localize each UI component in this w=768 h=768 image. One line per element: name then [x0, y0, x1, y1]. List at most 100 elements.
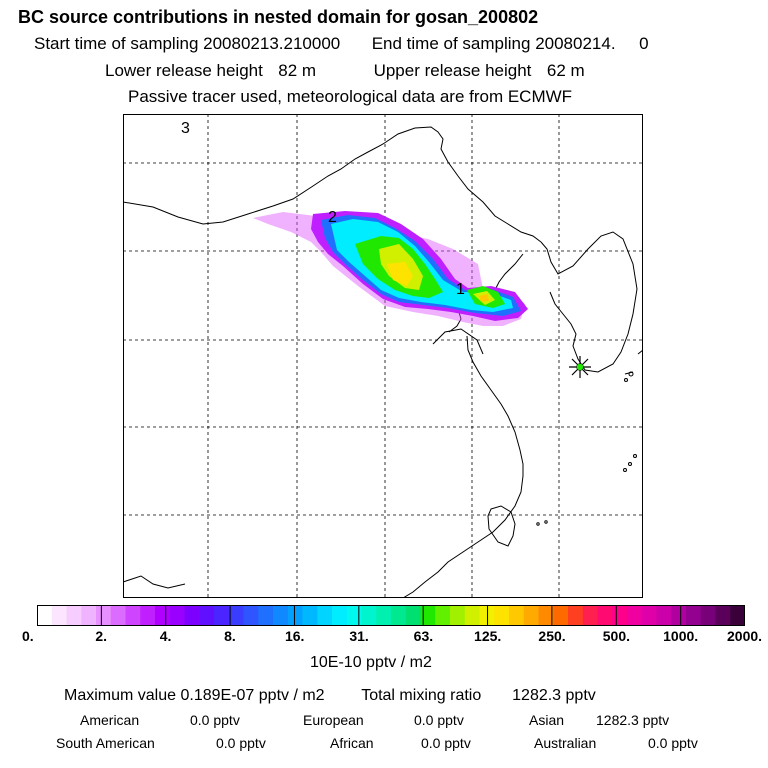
- colorbar-cell: [509, 605, 525, 626]
- colorbar-cell: [184, 605, 200, 626]
- total-mixing-label: Total mixing ratio: [361, 687, 482, 704]
- colorbar-tick-label: 2.: [95, 628, 108, 644]
- colorbar-tick-label: 500.: [602, 628, 631, 644]
- region-value-south-american: 0.0 pptv: [216, 735, 266, 751]
- colorbar-cell: [494, 605, 510, 626]
- bc-concentration-plume: [253, 211, 528, 326]
- region-value-australian: 0.0 pptv: [648, 735, 698, 751]
- region-value-asian: 1282.3 pptv: [596, 712, 670, 728]
- colorbar-tick-label: 63.: [413, 628, 434, 644]
- colorbar-cell: [686, 605, 702, 626]
- colorbar-cell: [51, 605, 67, 626]
- colorbar-units: 10E-10 pptv / m2: [310, 654, 432, 671]
- colorbar-cell: [656, 605, 672, 626]
- start-time-value: 20080213.210000: [203, 34, 341, 53]
- colorbar-tick-label: 1000.: [663, 628, 699, 644]
- max-value-label: Maximum value: [64, 687, 177, 704]
- colorbar-cell: [700, 605, 716, 626]
- colorbar-tick-label: 4.: [159, 628, 172, 644]
- colorbar-cell: [730, 605, 745, 626]
- map-frame: [123, 114, 643, 598]
- colorbar-cell: [302, 605, 318, 626]
- colorbar-tick-label: 8.: [224, 628, 236, 644]
- map-label-1: 1: [456, 281, 465, 298]
- colorbar-cell: [627, 605, 643, 626]
- total-mixing-value: 1282.3 pptv: [512, 687, 596, 704]
- colorbar-cell: [273, 605, 289, 626]
- colorbar-cell: [376, 605, 392, 626]
- colorbar-cell: [568, 605, 584, 626]
- colorbar-cell: [420, 605, 436, 626]
- region-value-american: 0.0 pptv: [190, 712, 240, 728]
- end-time-label: End time of sampling: [371, 34, 531, 53]
- colorbar-cell: [361, 605, 377, 626]
- region-name-american: American: [80, 712, 140, 728]
- colorbar-cell: [214, 605, 230, 626]
- colorbar-cell: [346, 605, 362, 626]
- colorbar-cell: [553, 605, 569, 626]
- region-name-european: European: [303, 712, 364, 728]
- colorbar-cell: [169, 605, 185, 626]
- colorbar-tick-label: 31.: [349, 628, 369, 644]
- region-value-african: 0.0 pptv: [421, 735, 471, 751]
- colorbar-cell: [538, 605, 554, 626]
- colorbar: [37, 605, 745, 626]
- coastlines: [123, 126, 643, 598]
- colorbar-cell: [37, 605, 53, 626]
- colorbar-cell: [317, 605, 333, 626]
- receptor-marker: [569, 356, 591, 378]
- colorbar-cell: [66, 605, 82, 626]
- colorbar-cell: [450, 605, 466, 626]
- map-label-2: 2: [328, 209, 337, 226]
- colorbar-cell: [332, 605, 348, 626]
- upper-release-value: 62 m: [546, 61, 585, 80]
- lower-release-label: Lower release height: [105, 61, 263, 80]
- colorbar-tick-label: 16.: [284, 628, 305, 644]
- colorbar-cell: [612, 605, 628, 626]
- upper-release-label: Upper release height: [373, 61, 532, 80]
- colorbar-cell: [96, 605, 112, 626]
- colorbar-cell: [243, 605, 259, 626]
- colorbar-cell: [464, 605, 480, 626]
- colorbar-cell: [125, 605, 141, 626]
- region-name-asian: Asian: [529, 712, 565, 728]
- colorbar-cell: [715, 605, 731, 626]
- max-value: 0.189E-07 pptv / m2: [180, 687, 325, 704]
- chart-title: BC source contributions in nested domain…: [18, 7, 539, 27]
- colorbar-cell: [405, 605, 421, 626]
- colorbar-cell: [228, 605, 244, 626]
- region-name-south-american: South American: [56, 735, 155, 751]
- colorbar-dividers: [100, 605, 682, 626]
- colorbar-tick-label: 2000.: [727, 628, 763, 644]
- colorbar-cell: [582, 605, 598, 626]
- end-time-value: 20080214. 0: [535, 34, 649, 53]
- lat-lon-grid: [123, 114, 643, 598]
- release-height-line: Lower release height 82 m Upper release …: [105, 61, 585, 81]
- sampling-time-line: Start time of sampling 20080213.210000 E…: [34, 34, 649, 54]
- colorbar-cell: [641, 605, 657, 626]
- colorbar-cell: [140, 605, 156, 626]
- colorbar-cell: [391, 605, 407, 626]
- colorbar-cell: [110, 605, 126, 626]
- region-value-european: 0.0 pptv: [414, 712, 464, 728]
- colorbar-cell: [199, 605, 215, 626]
- lower-release-value: 82 m: [278, 61, 317, 80]
- colorbar-cell: [597, 605, 613, 626]
- colorbar-cells: [37, 605, 745, 626]
- max-total-line: Maximum value 0.189E-07 pptv / m2 Total …: [64, 687, 596, 705]
- start-time-label: Start time of sampling: [34, 34, 199, 53]
- colorbar-cell: [671, 605, 687, 626]
- colorbar-tick-label: 250.: [538, 628, 566, 644]
- colorbar-cell: [258, 605, 274, 626]
- region-name-australian: Australian: [534, 735, 597, 751]
- source-contribution-map: 3 2 1: [123, 114, 643, 598]
- colorbar-tick-label: 125.: [474, 628, 502, 644]
- small-islands: [536, 371, 637, 526]
- colorbar-cell: [81, 605, 97, 626]
- colorbar-cell: [287, 605, 303, 626]
- colorbar-cell: [155, 605, 171, 626]
- colorbar-frame: [37, 605, 745, 626]
- colorbar-cell: [523, 605, 539, 626]
- tracer-note: Passive tracer used, meteorological data…: [128, 87, 573, 106]
- colorbar-tick-label: 0.: [22, 628, 34, 644]
